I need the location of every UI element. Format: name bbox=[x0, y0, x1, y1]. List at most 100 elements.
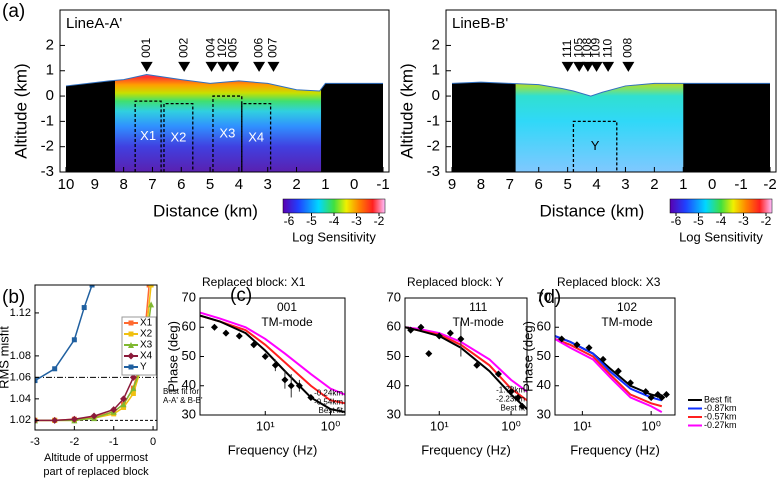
x-tick-label: 7 bbox=[148, 176, 156, 193]
marker bbox=[52, 366, 58, 372]
legend-label: Best fit bbox=[704, 394, 732, 404]
marker bbox=[271, 361, 279, 369]
marker bbox=[130, 385, 137, 392]
marker bbox=[128, 364, 134, 370]
colorbar bbox=[282, 198, 386, 214]
series-label: -0.24km bbox=[314, 389, 343, 398]
x-tick-label: 4 bbox=[592, 176, 600, 193]
y-tick-label: 60 bbox=[537, 319, 551, 334]
legend-label: X4 bbox=[140, 351, 153, 362]
x-tick-label: 6 bbox=[177, 176, 185, 193]
x-tick-label: -1 bbox=[109, 436, 119, 448]
marker bbox=[514, 393, 522, 401]
annotation: TM-mode bbox=[453, 315, 505, 329]
marker bbox=[642, 388, 650, 396]
replaced-block bbox=[163, 103, 194, 172]
station bbox=[602, 61, 615, 72]
station bbox=[140, 61, 153, 72]
station bbox=[622, 61, 635, 72]
chart-title: LineB-B' bbox=[452, 15, 508, 32]
station-label: 008 bbox=[621, 38, 635, 58]
marker bbox=[148, 301, 155, 308]
marker bbox=[647, 393, 655, 401]
marker bbox=[446, 329, 454, 337]
station bbox=[205, 61, 218, 72]
y-axis-label: Phase (deg) bbox=[165, 321, 180, 392]
series-line bbox=[35, 285, 93, 382]
station-label: 005 bbox=[225, 38, 239, 58]
marker bbox=[295, 382, 303, 390]
x-tick-label: -1 bbox=[734, 176, 747, 193]
x-tick-label: 0 bbox=[350, 176, 358, 193]
legend-label: X2 bbox=[140, 329, 153, 340]
sensitivity bbox=[114, 74, 322, 172]
x-tick-label: -1 bbox=[376, 176, 389, 193]
y-tick-label: 2 bbox=[432, 36, 440, 53]
colorbar-tick-label: -6 bbox=[284, 214, 295, 228]
marker bbox=[148, 285, 154, 288]
marker bbox=[128, 320, 134, 326]
y-tick-label: 70 bbox=[182, 289, 196, 304]
station bbox=[227, 61, 240, 72]
block-label: Y bbox=[591, 138, 600, 153]
series-line bbox=[200, 311, 345, 396]
y-tick-label: -3 bbox=[41, 163, 54, 180]
replaced-block bbox=[572, 120, 618, 172]
y-tick-label: 1.08 bbox=[10, 350, 31, 362]
y-tick-label: 50 bbox=[537, 348, 551, 363]
annotation: 001 bbox=[277, 300, 297, 314]
marker bbox=[417, 323, 425, 331]
annotation: TM-mode bbox=[601, 315, 653, 329]
sensitivity bbox=[515, 82, 684, 172]
station bbox=[561, 61, 574, 72]
marker bbox=[51, 416, 59, 424]
y-axis-label: Phase (deg) bbox=[520, 321, 535, 392]
frame bbox=[59, 9, 390, 173]
marker bbox=[457, 335, 465, 343]
colorbar-tick-label: -6 bbox=[671, 214, 682, 228]
x-tick-label: 10¹ bbox=[430, 418, 449, 433]
x-tick-label: 10⁰ bbox=[321, 418, 341, 433]
annotation: 111 bbox=[469, 300, 488, 314]
x-tick-label: 2 bbox=[292, 176, 300, 193]
x-tick-label: 0 bbox=[708, 176, 716, 193]
x-axis-label: part of replaced block bbox=[43, 466, 149, 478]
y-tick-label: 1.06 bbox=[10, 371, 31, 383]
marker bbox=[473, 361, 481, 369]
colorbar bbox=[669, 198, 773, 214]
y-tick-label: 2 bbox=[46, 36, 54, 53]
y-tick-label: 40 bbox=[182, 377, 196, 392]
marker bbox=[128, 342, 134, 348]
legend-label: X3 bbox=[140, 340, 153, 351]
x-axis-label: Frequency (Hz) bbox=[421, 442, 511, 457]
x-axis-label: Frequency (Hz) bbox=[570, 442, 660, 457]
marker bbox=[71, 337, 77, 343]
marker bbox=[120, 401, 127, 408]
marker bbox=[599, 355, 607, 363]
y-tick-label: 40 bbox=[387, 377, 401, 392]
y-tick-label: 1 bbox=[432, 62, 440, 79]
station bbox=[573, 61, 586, 72]
y-tick-label: -1 bbox=[427, 112, 440, 129]
x-tick-label: 5 bbox=[206, 176, 214, 193]
y-tick-label: 50 bbox=[387, 348, 401, 363]
y-tick-label: 30 bbox=[537, 406, 551, 421]
panel-label: (a) bbox=[2, 1, 25, 22]
annotation: A-A' & B-B' bbox=[163, 396, 203, 405]
station bbox=[253, 61, 266, 72]
colorbar-tick-label: -5 bbox=[306, 214, 317, 228]
legend-label: -0.87km bbox=[704, 403, 737, 413]
legend-label: -0.27km bbox=[704, 420, 737, 430]
marker bbox=[128, 331, 134, 337]
series-line bbox=[405, 326, 527, 393]
marker bbox=[573, 341, 581, 349]
marker bbox=[222, 329, 230, 337]
x-tick-label: 4 bbox=[235, 176, 243, 193]
chart-title: Replaced block: X3 bbox=[557, 275, 661, 289]
y-tick-label: 0 bbox=[432, 87, 440, 104]
y-tick-label: 60 bbox=[182, 319, 196, 334]
colorbar-tick-label: -2 bbox=[374, 214, 385, 228]
station bbox=[581, 61, 594, 72]
y-axis-label: Altitude (km) bbox=[11, 63, 30, 158]
